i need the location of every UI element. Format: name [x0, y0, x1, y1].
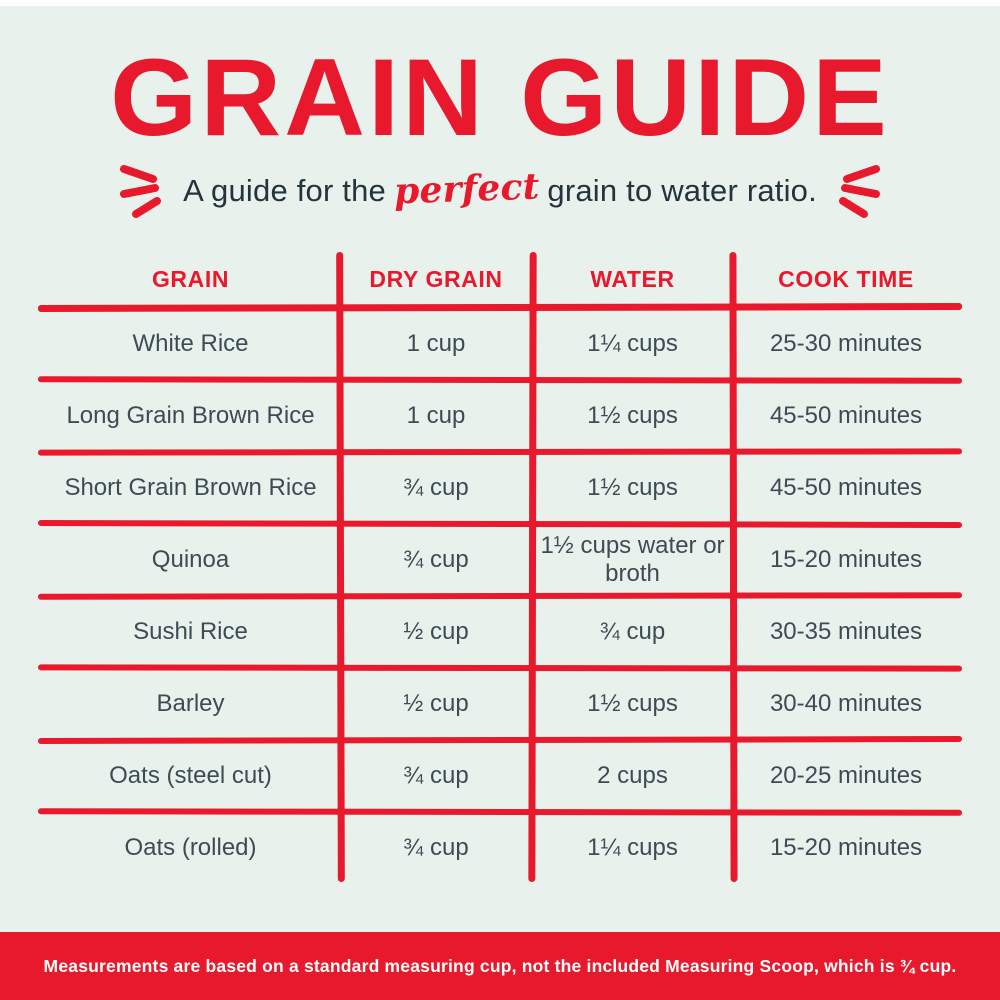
grain-name-cell: Quinoa	[151, 545, 230, 573]
footer-note-bar: Measurements are based on a standard mea…	[0, 932, 1000, 1000]
dry-grain-cell: ½ cup	[403, 689, 469, 717]
dry-grain-cell: 1 cup	[406, 329, 466, 357]
cook-time-cell: 45-50 minutes	[769, 473, 923, 501]
cook-time-cell: 30-40 minutes	[769, 689, 923, 717]
grain-name-cell: Oats (steel cut)	[109, 761, 272, 789]
subtitle-prefix: A guide for the	[183, 173, 386, 208]
emphasis-right-icon	[838, 165, 880, 218]
table-line-horizontal	[37, 448, 963, 456]
cook-time-cell: 30-35 minutes	[769, 617, 923, 645]
footer-note: Measurements are based on a standard mea…	[43, 955, 957, 976]
subtitle-suffix: grain to water ratio.	[547, 173, 817, 208]
water-cell: 1¼ cups	[587, 833, 678, 861]
table-line-vertical	[729, 251, 738, 883]
top-border-strip	[0, 0, 1000, 6]
cook-time-cell: 15-20 minutes	[769, 833, 923, 861]
cook-time-cell: 45-50 minutes	[769, 401, 923, 429]
water-cell: 1½ cups	[587, 473, 678, 501]
water-cell: 1¼ cups	[587, 329, 678, 357]
water-cell: 2 cups	[597, 761, 668, 789]
dry-grain-cell: ¾ cup	[403, 473, 469, 501]
water-cell: 1½ cups water or broth	[540, 531, 725, 587]
column-header-grain: GRAIN	[151, 265, 230, 292]
column-header-dry-grain: DRY GRAIN	[369, 265, 503, 292]
column-header-cook-time: COOK TIME	[778, 265, 914, 292]
grain-name-cell: Long Grain Brown Rice	[66, 401, 315, 429]
dry-grain-cell: 1 cup	[406, 401, 466, 429]
table-line-vertical	[528, 251, 537, 883]
dry-grain-cell: ¾ cup	[403, 545, 469, 573]
water-cell: 1½ cups	[587, 401, 678, 429]
subtitle-highlight: perfect	[393, 165, 541, 213]
cook-time-cell: 25-30 minutes	[769, 329, 923, 357]
cook-time-cell: 15-20 minutes	[769, 545, 923, 573]
grain-name-cell: Barley	[156, 689, 225, 717]
table-line-horizontal	[37, 664, 963, 672]
subtitle-text: A guide for the perfect grain to water rat…	[183, 165, 817, 213]
grain-name-cell: Short Grain Brown Rice	[64, 473, 317, 501]
column-header-water: WATER	[590, 265, 675, 292]
emphasis-left-icon	[120, 165, 162, 218]
water-cell: 1½ cups	[587, 689, 678, 717]
grain-name-cell: Sushi Rice	[133, 617, 248, 645]
subtitle: A guide for the perfect grain to water rat…	[0, 158, 1000, 220]
page-title: GRAIN GUIDE	[110, 36, 890, 159]
dry-grain-cell: ¾ cup	[403, 833, 469, 861]
grain-name-cell: White Rice	[132, 329, 249, 357]
water-cell: ¾ cup	[599, 617, 666, 645]
cook-time-cell: 20-25 minutes	[769, 761, 923, 789]
grain-name-cell: Oats (rolled)	[124, 833, 257, 861]
grain-table: GRAIN DRY GRAIN WATER COOK TIME White Ri…	[37, 250, 963, 884]
dry-grain-cell: ½ cup	[403, 617, 469, 645]
dry-grain-cell: ¾ cup	[403, 761, 469, 789]
